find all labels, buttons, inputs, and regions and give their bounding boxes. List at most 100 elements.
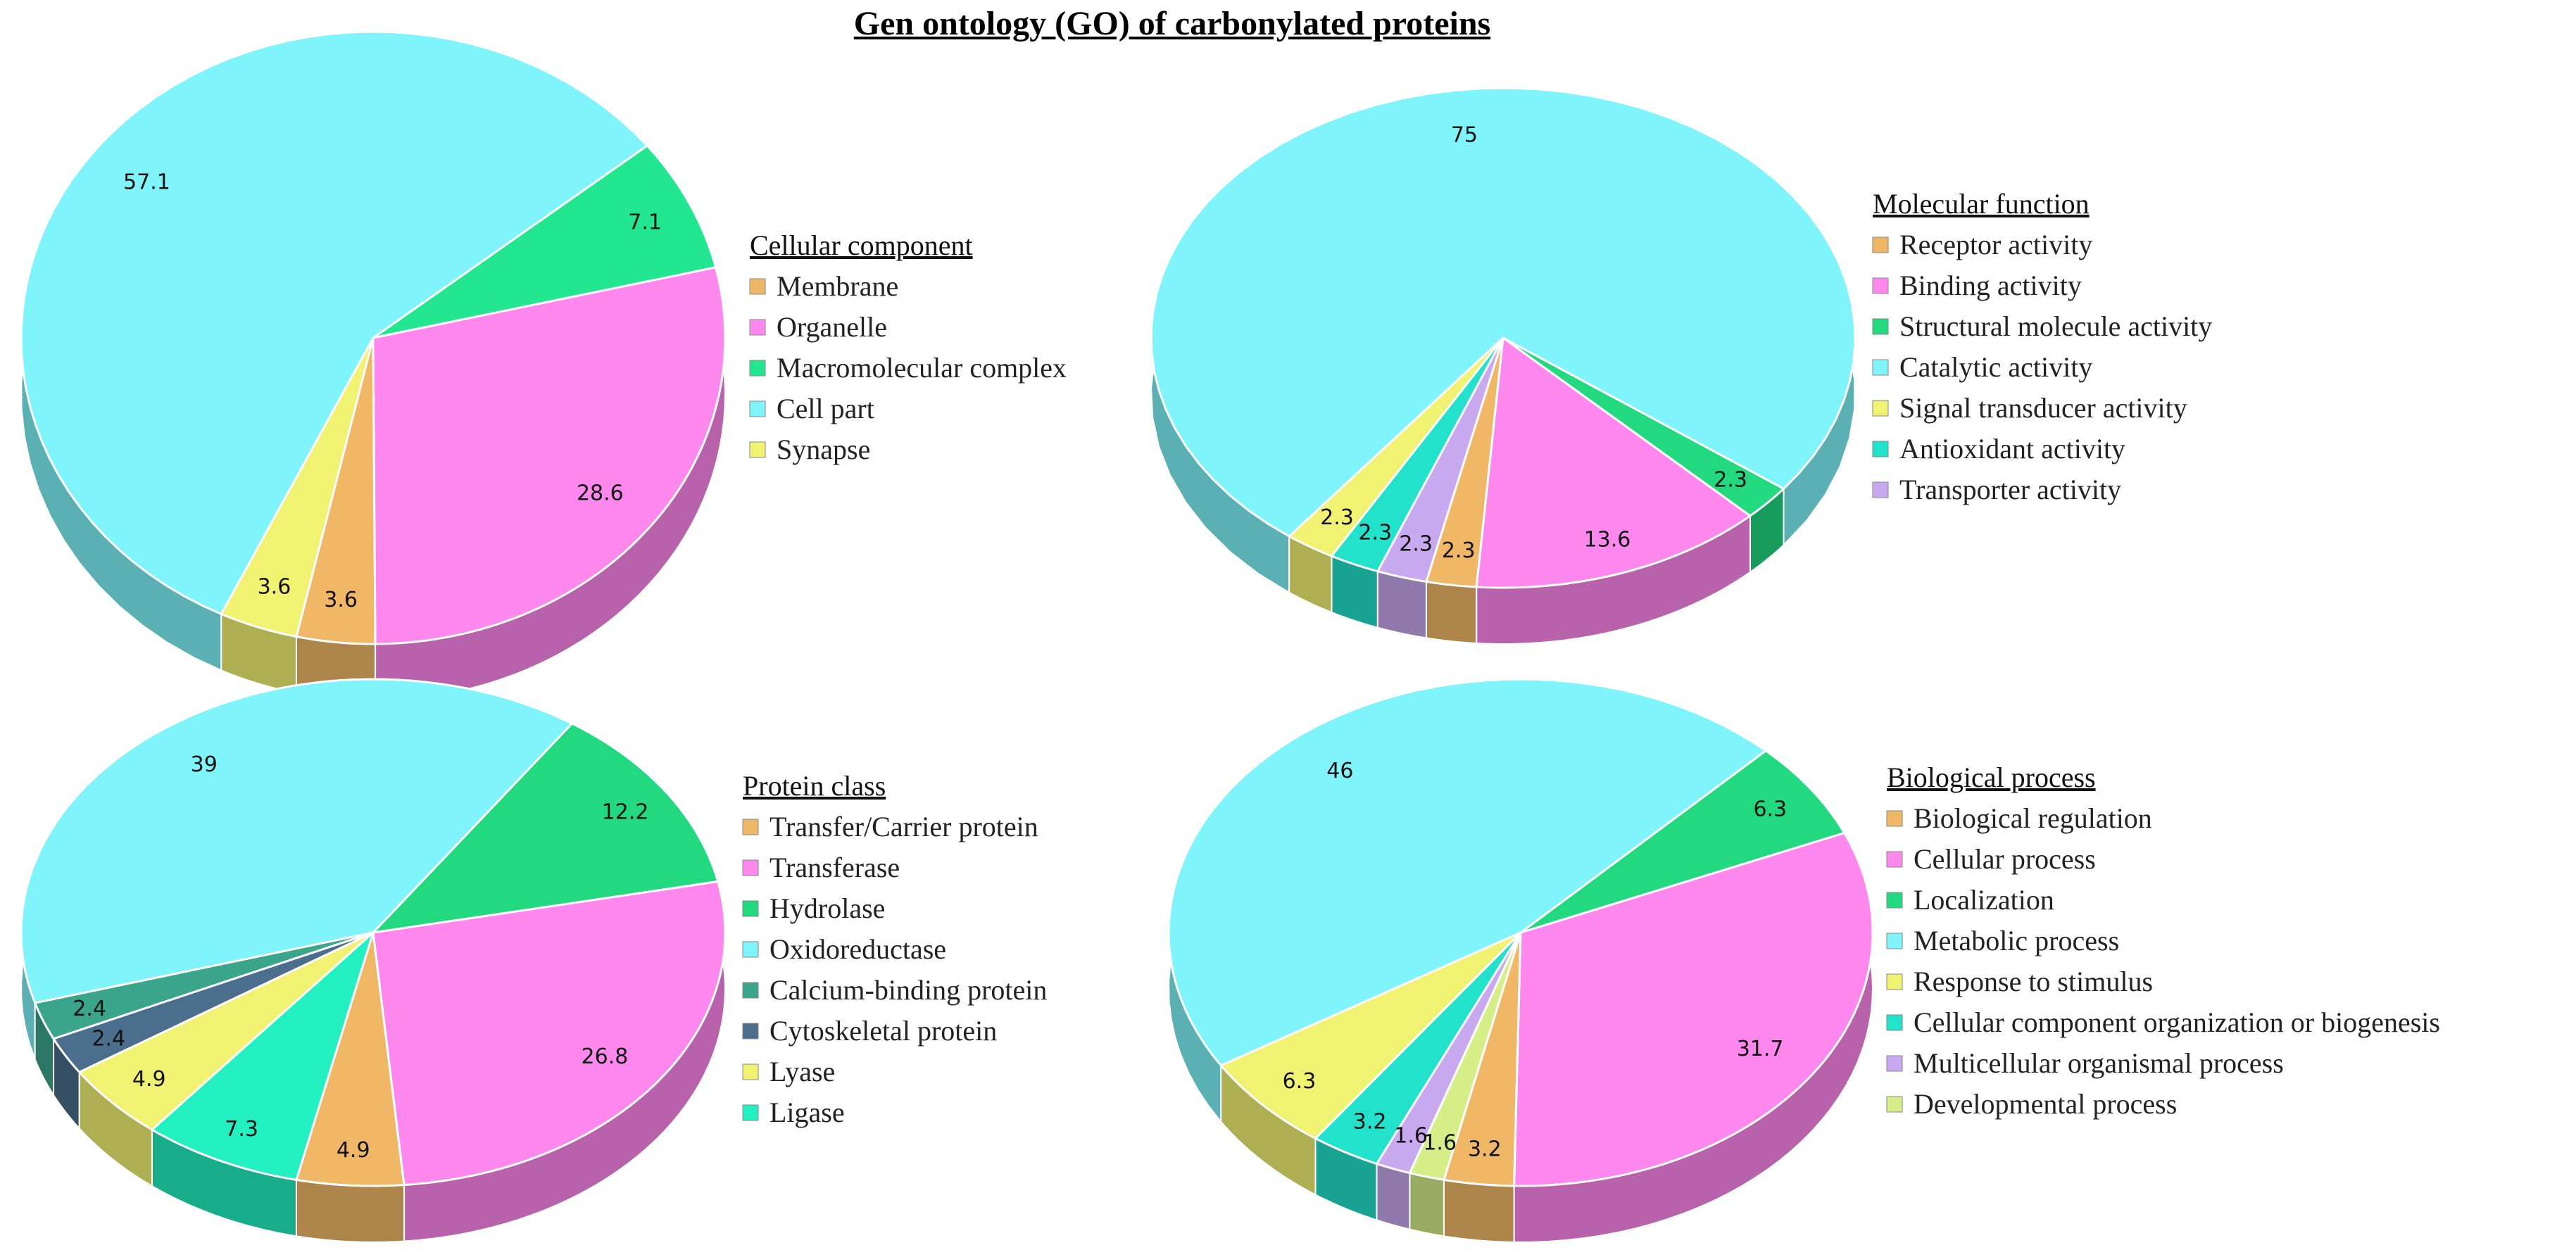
legend-label-cellular-process: Cellular process [1914,843,2096,875]
legend-swatch-developmental-process [1886,1096,1903,1113]
pie-value-label-transporter-activity: 2.3 [1399,531,1433,556]
legend-swatch-lyase [742,1063,759,1080]
legend-label-metabolic-process: Metabolic process [1914,925,2119,956]
legend-label-multicellular-organismal-process: Multicellular organismal process [1914,1047,2284,1079]
legend-swatch-cytoskeletal-protein [742,1023,759,1040]
legend-swatch-localization [1886,892,1903,909]
legend-swatch-cellular-process [1886,851,1903,868]
pie-side-receptor-activity [1425,581,1478,645]
pie-value-label-cytoskeletal-protein: 2.4 [92,1027,125,1051]
pie-value-label-macromolecular-complex: 7.1 [628,210,662,234]
pie-value-label-binding-activity: 13.6 [1584,528,1631,552]
pie-chart-cellular-component: 3.6 28.6 7.1 57.1 3.6 Cellular component Membr… [20,30,1067,702]
legend-swatch-transferase [742,859,759,876]
legend-label-developmental-process: Developmental process [1914,1088,2177,1120]
legend-swatch-biological-regulation [1886,810,1903,827]
pie-side-biological-regulation [1443,1179,1515,1243]
legend-title: Biological process [1887,762,2096,793]
pie-slice-hydrolase [370,722,720,935]
legend-label-oxidoreductase: Oxidoreductase [769,933,946,965]
legend-swatch-multicellular-organismal-process [1886,1055,1903,1072]
pie-value-label-membrane: 3.6 [324,588,358,612]
legend-label-catalytic-activity: Catalytic activity [1899,351,2092,383]
pie-slice-cellular-component-organization-or-biogenesis [1313,931,1522,1166]
legend-swatch-cellular-component-organization-or-biogenesis [1886,1014,1903,1031]
pie-slice-localization [1520,749,1846,934]
pie-side-multicellular-organismal-process [1376,1163,1411,1230]
legend-swatch-transporter-activity [1872,481,1889,498]
pie-slice-macromolecular-complex [372,144,717,339]
pie-value-label-developmental-process: 1.6 [1423,1130,1457,1155]
legend-molecular-function: Molecular function Receptor activity Bindi… [1872,188,2212,505]
legend-label-antioxidant-activity: Antioxidant activity [1899,433,2125,465]
pie-slice-oxidoreductase [20,678,574,1004]
pie-slice-binding-activity [1475,336,1752,589]
legend-swatch-signal-transducer-activity [1872,400,1889,417]
pie-slice-response-to-stimulus [1219,931,1522,1140]
legend-swatch-structural-molecule-activity [1872,318,1889,335]
legend-label-calcium-binding-protein: Calcium-binding protein [769,974,1047,1006]
pie-slice-membrane [295,337,377,645]
legend-title: Protein class [743,770,886,802]
legend-biological-process: Biological process Biological regulation C… [1886,762,2440,1120]
pie-value-label-structural-molecule-activity: 2.3 [1714,467,1747,492]
legend-label-hydrolase: Hydrolase [769,892,885,924]
pie-slice-transfer-carrier-protein [294,932,406,1187]
legend-label-cell-part: Cell part [777,393,874,424]
pie-slice-cytoskeletal-protein [51,931,374,1074]
legend-label-structural-molecule-activity: Structural molecule activity [1899,310,2212,342]
legend-swatch-binding-activity [1872,277,1889,294]
pie-value-label-cellular-process: 31.7 [1737,1037,1784,1061]
pie-chart-protein-class: 4.9 26.8 12.2 39 2.4 2.4 4.9 7.3 Protein class Tr… [20,678,1047,1243]
pie-value-label-organelle: 28.6 [577,481,624,505]
pie-value-label-multicellular-organismal-process: 1.6 [1394,1124,1428,1149]
pie-slice-organelle [372,266,727,645]
pie-value-label-response-to-stimulus: 6.3 [1283,1069,1317,1094]
legend-label-lyase: Lyase [769,1056,835,1087]
legend-swatch-antioxidant-activity [1872,441,1889,457]
pie-value-label-cellular-component-organization-or-biogenesis: 3.2 [1353,1109,1387,1134]
pie-value-label-lyase: 4.9 [132,1067,166,1092]
pie-value-label-metabolic-process: 46 [1326,759,1353,783]
legend-title: Cellular component [750,229,973,261]
pie-value-label-synapse: 3.6 [258,575,291,600]
legend-swatch-ligase [742,1104,759,1121]
legend-label-localization: Localization [1914,884,2054,916]
legend-label-cytoskeletal-protein: Cytoskeletal protein [769,1015,997,1047]
pie-slice-metabolic-process [1167,678,1768,1067]
pie-slice-cellular-process [1513,831,1874,1187]
legend-label-biological-regulation: Biological regulation [1914,802,2152,834]
pie-value-label-ligase: 7.3 [225,1117,258,1142]
pie-slice-developmental-process [1408,932,1522,1182]
pie-slice-multicellular-organismal-process [1375,932,1522,1175]
legend-label-synapse: Synapse [777,434,870,465]
pie-slice-catalytic-activity [1150,87,1856,538]
pie-slice-lyase [77,931,374,1131]
legend-swatch-macromolecular-complex [749,360,766,377]
pie-slice-transferase [372,880,727,1187]
legend-swatch-hydrolase [742,900,759,917]
legend-label-membrane: Membrane [777,270,898,302]
pie-value-label-cell-part: 57.1 [123,170,170,195]
legend-swatch-transfer-carrier-protein [742,819,759,835]
legend-swatch-calcium-binding-protein [742,982,759,999]
pie-value-label-catalytic-activity: 75 [1451,123,1478,148]
legend-swatch-oxidoreductase [742,941,759,958]
pie-value-label-receptor-activity: 2.3 [1442,538,1476,563]
legend-label-ligase: Ligase [769,1097,845,1128]
legend-label-macromolecular-complex: Macromolecular complex [777,352,1067,384]
pie-side-developmental-process [1409,1172,1445,1237]
legend-swatch-cell-part [749,400,766,417]
legend-protein-class: Protein class Transfer/Carrier protein Tra… [742,770,1047,1128]
legend-swatch-membrane [749,278,766,295]
pie-slice-structural-molecule-activity [1502,336,1786,517]
legend-swatch-metabolic-process [1886,933,1903,949]
pie-value-label-oxidoreductase: 39 [191,752,218,777]
pie-slice-calcium-binding-protein [33,931,374,1040]
pie-slice-synapse [220,337,375,638]
pie-value-label-biological-regulation: 3.2 [1468,1137,1502,1161]
legend-label-receptor-activity: Receptor activity [1899,229,2092,260]
legend-swatch-catalytic-activity [1872,359,1889,376]
legend-label-cellular-component-organization-or-biogenesis: Cellular component organization or bioge… [1914,1006,2440,1038]
